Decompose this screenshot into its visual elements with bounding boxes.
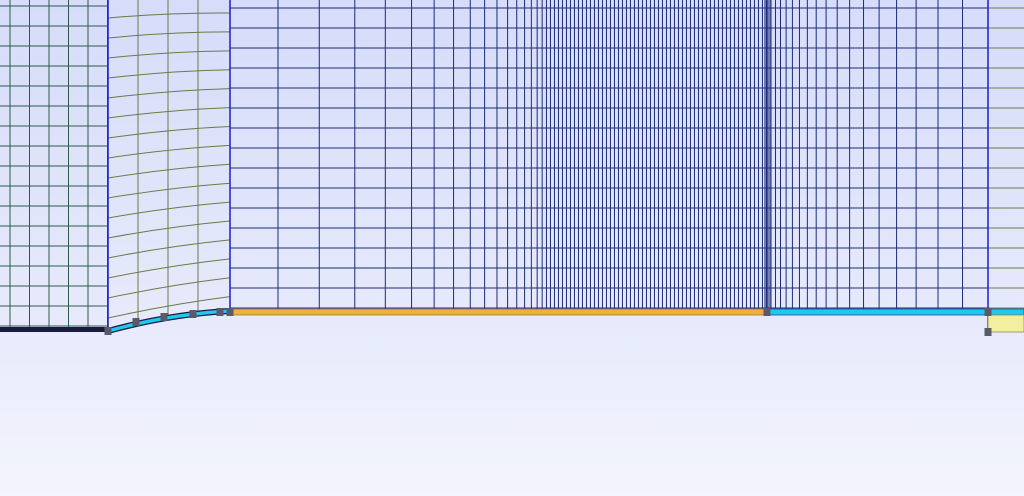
mesh-line-curved	[107, 144, 231, 159]
mesh-line-curved	[107, 12, 231, 19]
wall-edge-left[interactable]	[0, 327, 108, 332]
mesh-line-curved	[107, 296, 231, 319]
vertex-markers[interactable]	[104, 308, 992, 336]
vertex-marker-icon[interactable]	[132, 318, 140, 326]
mesh-cluster-band	[764, 0, 771, 312]
mesh-line-curved	[107, 69, 231, 79]
mesh-line-curved	[107, 31, 231, 39]
wall-edges[interactable]	[0, 308, 1024, 334]
mesh-line-curved	[107, 277, 231, 299]
mesh-line-curved	[107, 163, 231, 179]
wall-edge-orange[interactable]	[229, 308, 768, 316]
mesh-line-curved	[107, 201, 231, 219]
mesh-line-curved	[107, 239, 231, 259]
vertex-marker-icon[interactable]	[104, 327, 112, 335]
block-boundaries	[107, 0, 989, 332]
mesh-line-curved	[107, 107, 231, 119]
vertex-marker-icon[interactable]	[189, 310, 197, 318]
wall-edge-cyan[interactable]	[766, 308, 989, 316]
vertex-marker-icon[interactable]	[216, 308, 224, 316]
vertex-marker-icon[interactable]	[160, 313, 168, 321]
mesh-line-curved	[107, 50, 231, 59]
mesh-line-curved	[107, 88, 231, 99]
right-block-mesh	[988, 7, 1024, 309]
mesh-line-curved	[107, 125, 231, 139]
vertex-marker-icon[interactable]	[226, 308, 234, 316]
vertex-marker-icon[interactable]	[984, 308, 992, 316]
main-block-mesh	[229, 0, 988, 312]
vertex-marker-icon[interactable]	[984, 328, 992, 336]
mesh-line-curved	[107, 220, 231, 239]
wall-edge-cyan-right[interactable]	[987, 308, 1024, 316]
inlet-patch[interactable]	[987, 314, 1024, 333]
transition-block-mesh	[107, 0, 231, 324]
mesh-line-curved	[107, 182, 231, 199]
vertex-marker-icon[interactable]	[763, 308, 771, 316]
mesh-line-curved	[107, 258, 231, 279]
left-block-mesh	[0, 0, 108, 330]
